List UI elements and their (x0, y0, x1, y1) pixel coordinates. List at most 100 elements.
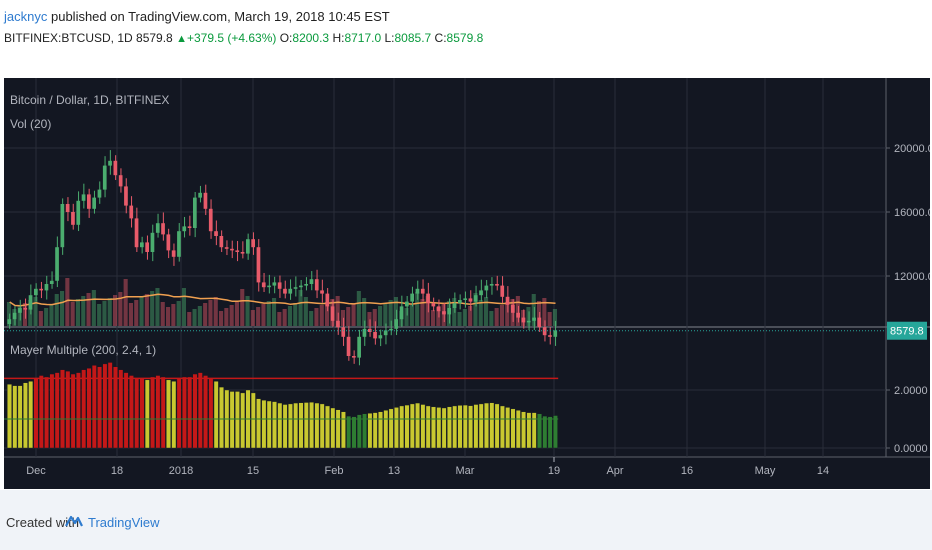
mayer-multiple-bar (150, 376, 155, 449)
candle-body (65, 204, 70, 212)
volume-indicator-title: Vol (20) (10, 117, 51, 131)
candle-body (18, 308, 22, 313)
candle-body (81, 194, 86, 201)
volume-bar (144, 294, 149, 326)
mayer-multiple-bar (219, 386, 224, 449)
author-link[interactable]: jacknyc (4, 9, 48, 24)
volume-bar (393, 297, 398, 326)
volume-bar (70, 302, 75, 326)
mayer-multiple-bar (372, 412, 378, 449)
mayer-multiple-bar (531, 412, 537, 449)
volume-bar (60, 291, 65, 326)
candle-body (193, 197, 197, 228)
price-tick-label-1: 16000.0 (894, 207, 930, 219)
volume-bar (335, 296, 340, 326)
candle-body (108, 160, 112, 166)
volume-bar (282, 309, 287, 326)
volume-bar (420, 299, 425, 326)
low-label: L: (384, 31, 395, 45)
candle-body (118, 175, 123, 187)
candle-body (235, 250, 240, 252)
symbol-name: BITFINEX:BTCUSD, 1D (4, 31, 133, 45)
mayer-multiple-bar (500, 405, 505, 449)
volume-bar (171, 304, 176, 326)
chart-canvas[interactable]: 20000.0 16000.0 12000.0 2.0000 0.0000 8579.8 B… (4, 78, 930, 489)
mayer-multiple-bar (409, 403, 415, 449)
last-price-tag (887, 321, 927, 340)
mayer-multiple-bar (298, 402, 304, 449)
price-change: +379.5 (+4.63%) (186, 31, 277, 45)
volume-bar (250, 310, 255, 326)
mayer-multiple-bar (452, 405, 458, 449)
volume-bar (372, 309, 377, 326)
mayer-multiple-bar (277, 402, 283, 449)
open-label: O: (279, 31, 293, 45)
candle-body (177, 231, 181, 257)
volume-bar (489, 311, 494, 326)
candle-body (373, 332, 377, 339)
mayer-multiple-bar (325, 405, 330, 449)
price-scale[interactable] (886, 78, 930, 489)
time-tick-label-2: 2018 (169, 465, 193, 477)
mayer-multiple-bar (81, 369, 87, 449)
tradingview-logo-icon (65, 515, 83, 527)
volume-bar (134, 300, 139, 326)
mayer-multiple-bar (505, 407, 511, 449)
chart-panel[interactable]: 20000.0 16000.0 12000.0 2.0000 0.0000 8579.8 B… (4, 78, 930, 489)
mayer-multiple-bar (526, 412, 532, 449)
price-tick-label-0: 20000.0 (894, 143, 930, 155)
mayer-multiple-title: Mayer Multiple (200, 2.4, 1) (10, 343, 156, 357)
mayer-multiple-bar (107, 362, 113, 449)
volume-bar (261, 304, 266, 326)
mayer-multiple-bar (272, 401, 277, 449)
candle-body (314, 279, 319, 291)
mayer-multiple-bar (282, 404, 288, 449)
mayer-multiple-bar (240, 392, 246, 449)
mayer-multiple-bar (28, 381, 34, 449)
candle-body (458, 300, 462, 304)
volume-bar (367, 312, 372, 326)
candle-body (431, 303, 436, 307)
volume-bar (542, 298, 547, 326)
mayer-multiple-bar (38, 375, 44, 449)
mayer-multiple-bar (54, 372, 60, 449)
candle-body (272, 282, 277, 286)
volume-bar (166, 307, 171, 326)
volume-bar (17, 306, 22, 326)
candle-body (309, 279, 314, 284)
mayer-multiple-bar (547, 416, 553, 449)
mayer-multiple-bar (314, 402, 320, 449)
mayer-multiple-bar (208, 378, 214, 449)
mayer-multiple-bar (537, 413, 542, 449)
mayer-multiple-bar (65, 370, 71, 449)
candle-body (60, 204, 65, 248)
candle-body (34, 288, 38, 296)
candle-body (516, 312, 520, 318)
mayer-multiple-bar (367, 413, 373, 449)
time-tick-label-5: 13 (388, 465, 400, 477)
mayer-multiple-bar (420, 404, 426, 449)
mayer-multiple-bar (203, 375, 208, 449)
footer: Created with TradingView (0, 490, 932, 550)
mayer-multiple-bar (542, 415, 548, 449)
mayer-multiple-bar (23, 382, 28, 449)
candle-body (92, 197, 96, 209)
mayer-multiple-bar (468, 405, 473, 449)
volume-bar (22, 303, 27, 326)
mayer-multiple-bar (155, 375, 161, 449)
volume-bar (431, 310, 436, 326)
time-tick-label-11: 14 (817, 465, 829, 477)
tradingview-brand-link[interactable]: TradingView (88, 515, 160, 530)
mayer-multiple-bar (394, 407, 399, 449)
mayer-multiple-bar (91, 365, 97, 449)
volume-bar (123, 279, 128, 326)
volume-bar (75, 299, 80, 326)
volume-bar (409, 305, 414, 326)
mayer-multiple-bar (256, 398, 261, 449)
symbol-info-line: BITFINEX:BTCUSD, 1D 8579.8 ▲+379.5 (+4.6… (4, 31, 483, 45)
candle-body (71, 212, 75, 225)
volume-bar (340, 310, 345, 326)
candle-body (76, 200, 81, 225)
volume-bar (224, 308, 229, 326)
volume-bar (176, 301, 181, 326)
